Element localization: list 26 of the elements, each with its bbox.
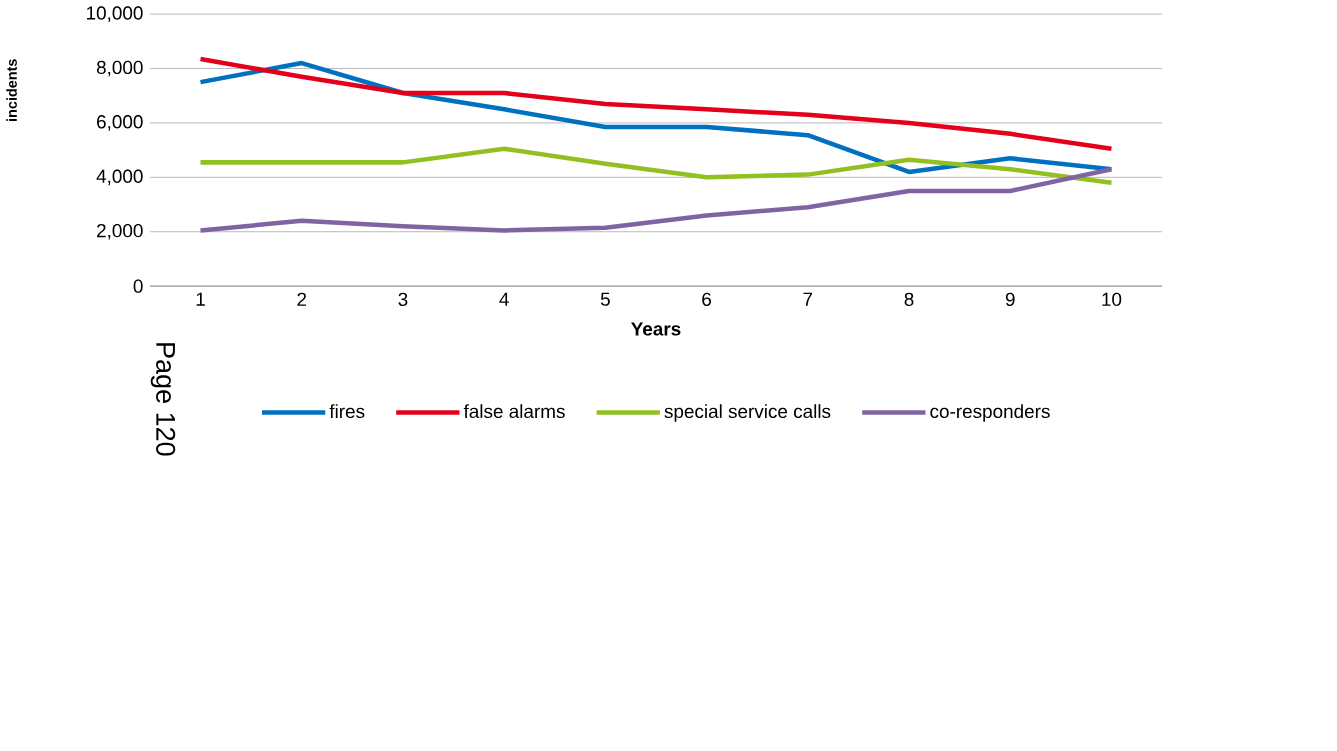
x-tick-label: 8: [904, 292, 914, 306]
x-tick-label: 7: [803, 292, 813, 306]
y-tick-label: 4,000: [96, 169, 143, 185]
legend-label: co-responders: [930, 404, 1050, 422]
text: Page 120: [150, 343, 176, 456]
y-axis-title: incidents: [6, 59, 17, 121]
y-tick-label: 2,000: [97, 223, 143, 240]
y-tick-label: 8,000: [96, 60, 143, 77]
x-tick-label: 5: [600, 292, 610, 306]
x-tick-label: 1: [196, 292, 205, 306]
legend-label: fires: [329, 404, 365, 418]
legend-label: false alarms: [463, 404, 565, 418]
line-series: [198, 166, 1114, 233]
x-axis-title: Years: [631, 322, 681, 336]
line-series: [198, 60, 1114, 174]
x-tick-label: 10: [1102, 292, 1122, 306]
y-tick-label: 10,000: [87, 6, 143, 22]
x-tick-label: 9: [1005, 292, 1015, 306]
x-tick-label: 6: [702, 292, 712, 306]
line-series: [198, 56, 1114, 151]
y-tick-label: 0: [133, 279, 143, 293]
y-tick-label: 6,000: [97, 114, 143, 131]
legend-label: special service calls: [664, 404, 831, 422]
x-tick-label: 3: [398, 292, 408, 306]
x-tick-label: 2: [297, 292, 307, 306]
x-tick-label: 4: [499, 292, 509, 306]
